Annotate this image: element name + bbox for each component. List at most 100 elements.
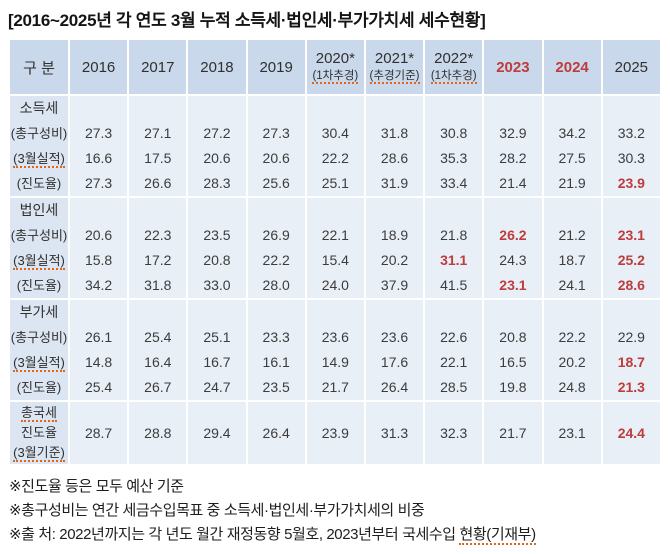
footnote-2-part-0: ※총구성비는 연간 세금수입목표 중 소득세·법인세·부가가치세의 비중 xyxy=(9,502,425,519)
cell-income-tax-2019: 27.3 20.6 25.6 xyxy=(247,96,305,196)
value-income-tax-2016: 27.3 xyxy=(84,175,113,191)
value-vat-2019: 23.3 xyxy=(262,329,290,345)
section-label-income-tax: 소득세 (총구성비) (3월실적) (진도율) xyxy=(10,96,68,196)
cell-income-tax-2018: 27.2 20.6 28.3 xyxy=(188,96,246,196)
value-income-tax-2025: 30.3 xyxy=(617,150,645,166)
cell-total-national-tax-2022: 32.3 xyxy=(425,402,483,464)
section-corporate-tax-metric-2-text: (진도율) xyxy=(16,278,62,293)
section-name-corporate-tax-text: 법인세 xyxy=(19,202,59,218)
cell-corporate-tax-2025: 23.1 25.2 28.6 xyxy=(602,198,660,298)
value-vat-2024: 20.2 xyxy=(558,354,586,370)
value-total-national-tax-2017: 28.8 xyxy=(144,425,172,441)
value-vat-2020: 14.9 xyxy=(321,354,349,370)
summary-row-total-national-tax: 총국세 진도율 (3월기준) 28.7 28.8 29.4 26.4 23.9 31.3 32.3… xyxy=(10,402,660,464)
value-vat-2016: 26.1 xyxy=(84,329,113,345)
cell-corporate-tax-2019: 26.9 22.2 28.0 xyxy=(247,198,305,298)
cell-total-national-tax-2023: 21.7 xyxy=(484,402,542,464)
value-corporate-tax-2025: 28.6 xyxy=(617,277,645,293)
year-sublabel-2020-text: (1차추경) xyxy=(312,70,359,84)
value-income-tax-2018: 27.2 xyxy=(203,125,231,141)
section-row-vat: 부가세 (총구성비) (3월실적) (진도율) 26.1 14.8 25.4 25.4 16… xyxy=(10,300,660,400)
value-income-tax-2020: 30.4 xyxy=(321,125,349,141)
year-label-2024: 2024 xyxy=(555,58,589,76)
section-vat-metric-2-text: (진도율) xyxy=(16,380,62,395)
value-vat-2017: 25.4 xyxy=(144,329,172,345)
value-income-tax-2024: 27.5 xyxy=(558,150,586,166)
footnote-1: ※진도율 등은 모두 예산 기준 xyxy=(9,475,662,499)
value-vat-2022: 22.1 xyxy=(440,354,468,370)
cell-blank-line xyxy=(307,300,364,325)
summary-label: 총국세 진도율 (3월기준) xyxy=(10,402,68,464)
year-label-2018: 2018 xyxy=(200,58,234,76)
value-corporate-tax-2022: 21.8 xyxy=(440,227,468,243)
footnotes: ※진도율 등은 모두 예산 기준 ※총구성비는 연간 세금수입목표 중 소득세·법… xyxy=(8,475,662,547)
cell-blank-line xyxy=(129,300,186,325)
value-corporate-tax-2018: 20.8 xyxy=(203,252,231,268)
cell-blank-line xyxy=(188,96,245,121)
summary-label-line-0-text: 총국세 xyxy=(21,405,57,422)
section-corporate-tax-metric-1-text: (3월실적) xyxy=(13,253,65,270)
value-income-tax-2019: 25.6 xyxy=(262,175,290,191)
value-vat-2019: 16.1 xyxy=(262,354,290,370)
value-total-national-tax-2023: 21.7 xyxy=(499,425,527,441)
section-row-income-tax: 소득세 (총구성비) (3월실적) (진도율) 27.3 16.6 27.3 27.1 17… xyxy=(10,96,660,196)
year-sublabel-2021-text: (추경기준) xyxy=(369,70,420,84)
cell-blank-line xyxy=(248,300,305,325)
value-income-tax-2019: 20.6 xyxy=(262,150,290,166)
value-corporate-tax-2023: 24.3 xyxy=(499,252,527,268)
cell-total-national-tax-2020: 23.9 xyxy=(306,402,364,464)
value-vat-2021: 17.6 xyxy=(380,354,409,370)
cell-total-national-tax-2016: 28.7 xyxy=(70,402,128,464)
value-corporate-tax-2016: 15.8 xyxy=(84,252,113,268)
cell-corporate-tax-2016: 20.6 15.8 34.2 xyxy=(70,198,128,298)
footnote-3-part-0: ※출 처: 2022년까지는 각 년도 월간 재정동향 5월호, 2023년부터… xyxy=(9,526,460,543)
cell-corporate-tax-2022: 21.8 31.1 41.5 xyxy=(425,198,483,298)
value-total-national-tax-2022: 32.3 xyxy=(440,425,468,441)
cell-vat-2016: 26.1 14.8 25.4 xyxy=(70,300,128,400)
value-income-tax-2016: 16.6 xyxy=(84,150,113,166)
value-corporate-tax-2022: 41.5 xyxy=(440,277,468,293)
value-income-tax-2024: 21.9 xyxy=(558,175,586,191)
cell-vat-2022: 22.6 22.1 28.5 xyxy=(425,300,483,400)
value-vat-2023: 16.5 xyxy=(499,354,527,370)
header-row: 구 분 2016 2017 2018 2019 2020* (1차추경) 2021* (추경기준… xyxy=(10,40,660,94)
tax-revenue-table: 구 분 2016 2017 2018 2019 2020* (1차추경) 2021* (추경기준… xyxy=(8,38,662,466)
year-header-2017: 2017 xyxy=(129,40,187,94)
section-vat-metric-0: (총구성비) xyxy=(10,325,68,350)
section-corporate-tax-metric-1: (3월실적) xyxy=(10,248,68,273)
footnote-2: ※총구성비는 연간 세금수입목표 중 소득세·법인세·부가가치세의 비중 xyxy=(9,499,662,523)
section-income-tax-metric-1-text: (3월실적) xyxy=(13,151,65,168)
value-income-tax-2022: 30.8 xyxy=(440,125,468,141)
year-sublabel-2022: (1차추경) xyxy=(425,68,482,85)
cell-blank-line xyxy=(484,300,541,325)
value-income-tax-2020: 22.2 xyxy=(321,150,349,166)
cell-income-tax-2025: 33.2 30.3 23.9 xyxy=(602,96,660,196)
cell-total-national-tax-2018: 29.4 xyxy=(188,402,246,464)
year-label-2019: 2019 xyxy=(259,58,293,76)
value-total-national-tax-2020: 23.9 xyxy=(321,425,349,441)
value-corporate-tax-2020: 22.1 xyxy=(321,227,349,243)
value-corporate-tax-2016: 20.6 xyxy=(84,227,113,243)
value-corporate-tax-2025: 25.2 xyxy=(617,252,645,268)
corner-header: 구 분 xyxy=(10,40,68,94)
value-corporate-tax-2021: 18.9 xyxy=(380,227,409,243)
value-income-tax-2025: 23.9 xyxy=(617,175,645,191)
cell-vat-2023: 20.8 16.5 19.8 xyxy=(484,300,542,400)
section-income-tax-metric-0-text: (총구성비) xyxy=(10,126,68,141)
cell-blank-line xyxy=(307,198,364,223)
value-corporate-tax-2023: 26.2 xyxy=(499,227,527,243)
value-income-tax-2021: 28.6 xyxy=(380,150,409,166)
year-label-2020: 2020* xyxy=(315,50,355,67)
cell-income-tax-2021: 31.8 28.6 31.9 xyxy=(365,96,424,196)
section-income-tax-metric-2-text: (진도율) xyxy=(16,176,62,191)
cell-corporate-tax-2021: 18.9 20.2 37.9 xyxy=(365,198,424,298)
section-corporate-tax-metric-0: (총구성비) xyxy=(10,223,68,248)
cell-blank-line xyxy=(603,198,660,223)
value-income-tax-2017: 26.6 xyxy=(144,175,172,191)
cell-vat-2019: 23.3 16.1 23.5 xyxy=(247,300,305,400)
value-income-tax-2017: 17.5 xyxy=(144,150,172,166)
cell-blank-line xyxy=(484,198,541,223)
value-vat-2024: 24.8 xyxy=(558,379,586,395)
year-label-2025: 2025 xyxy=(614,58,649,76)
cell-blank-line xyxy=(70,198,127,223)
